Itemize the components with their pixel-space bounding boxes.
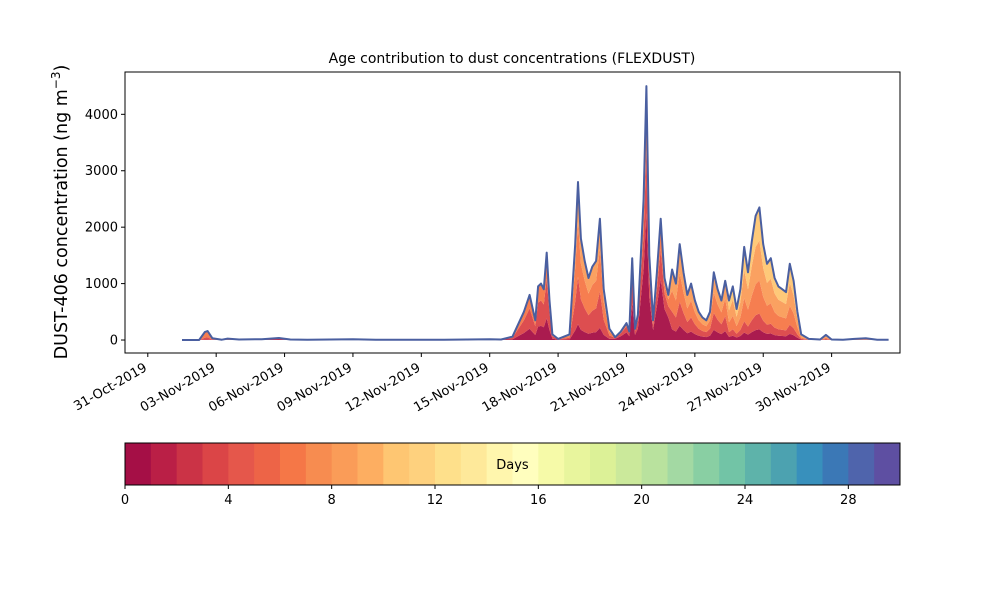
colorbar-segment-20 bbox=[641, 443, 668, 485]
colorbar-tick-label-0: 0 bbox=[121, 493, 129, 508]
y-axis-label: DUST-406 concentration (ng m−3) bbox=[49, 65, 72, 360]
colorbar-segment-19 bbox=[615, 443, 643, 485]
colorbar-tick-label-4: 4 bbox=[224, 493, 232, 508]
x-tick-label-5: 15-Nov-2019 bbox=[411, 360, 491, 415]
y-tick-label-1000: 1000 bbox=[85, 277, 118, 292]
plot-frame bbox=[124, 71, 901, 354]
colorbar-tick-label-8: 8 bbox=[328, 493, 336, 508]
y-tick-label-4000: 4000 bbox=[85, 108, 118, 123]
colorbar-segment-22 bbox=[693, 443, 720, 485]
colorbar-segment-25 bbox=[770, 443, 798, 485]
y-axis-label-superscript: −3 bbox=[49, 71, 63, 89]
colorbar-segment-26 bbox=[796, 443, 823, 485]
total-concentration-line bbox=[182, 85, 889, 341]
chart-title: Age contribution to dust concentrations … bbox=[329, 51, 696, 67]
colorbar-segment-0 bbox=[125, 443, 152, 485]
x-tick-label-0: 31-Oct-2019 bbox=[71, 360, 149, 414]
colorbar-segment-10 bbox=[383, 443, 410, 485]
x-tick-label-1: 03-Nov-2019 bbox=[138, 360, 218, 415]
total-line-layer bbox=[182, 85, 889, 341]
y-axis-label-main: DUST-406 concentration (ng m bbox=[52, 89, 72, 359]
colorbar-segment-24 bbox=[745, 443, 772, 485]
colorbar-segment-11 bbox=[409, 443, 436, 485]
colorbar: Days 0 4 8 12 16 20 24 28 bbox=[121, 442, 901, 508]
colorbar-segment-1 bbox=[150, 443, 178, 485]
x-tick-label-6: 18-Nov-2019 bbox=[480, 360, 560, 415]
x-tick-label-7: 21-Nov-2019 bbox=[548, 360, 628, 415]
colorbar-segment-5 bbox=[254, 443, 281, 485]
colorbar-frame bbox=[124, 442, 901, 486]
colorbar-label: Days bbox=[496, 458, 529, 473]
svg-text:DUST-406 concentration (ng m−3: DUST-406 concentration (ng m−3) bbox=[49, 65, 72, 360]
colorbar-segment-23 bbox=[719, 443, 746, 485]
stacked-age-areas bbox=[182, 86, 889, 340]
colorbar-segment-9 bbox=[357, 443, 384, 485]
colorbar-segment-4 bbox=[228, 443, 255, 485]
colorbar-segment-17 bbox=[564, 443, 591, 485]
y-axis-label-close: ) bbox=[52, 65, 72, 72]
x-tick-label-4: 12-Nov-2019 bbox=[343, 360, 423, 415]
x-tick-label-3: 09-Nov-2019 bbox=[275, 360, 355, 415]
colorbar-tick-label-28: 28 bbox=[840, 493, 857, 508]
colorbar-segment-12 bbox=[435, 443, 462, 485]
colorbar-tick-label-20: 20 bbox=[633, 493, 650, 508]
colorbar-segment-14 bbox=[486, 443, 513, 485]
colorbar-segment-16 bbox=[538, 443, 565, 485]
colorbar-segment-21 bbox=[667, 443, 694, 485]
age-layer-4 bbox=[182, 86, 889, 340]
colorbar-segment-29 bbox=[874, 443, 901, 485]
colorbar-segment-2 bbox=[176, 443, 203, 485]
x-tick-label-9: 27-Nov-2019 bbox=[685, 360, 765, 415]
colorbar-segment-8 bbox=[331, 443, 358, 485]
y-axis: 0 1000 2000 3000 4000 bbox=[85, 108, 125, 349]
x-tick-label-10: 30-Nov-2019 bbox=[753, 360, 833, 415]
x-tick-label-8: 24-Nov-2019 bbox=[617, 360, 697, 415]
colorbar-segment-27 bbox=[822, 443, 849, 485]
colorbar-segment-7 bbox=[305, 443, 333, 485]
colorbar-segment-28 bbox=[848, 443, 875, 485]
y-tick-label-3000: 3000 bbox=[85, 164, 118, 179]
colorbar-tick-label-24: 24 bbox=[737, 493, 754, 508]
y-tick-label-2000: 2000 bbox=[85, 221, 118, 236]
x-axis: 31-Oct-201903-Nov-201906-Nov-201909-Nov-… bbox=[71, 353, 834, 415]
colorbar-segment-18 bbox=[590, 443, 617, 485]
colorbar-segment-15 bbox=[512, 443, 539, 485]
colorbar-segment-13 bbox=[460, 443, 488, 485]
x-tick-label-2: 06-Nov-2019 bbox=[206, 360, 286, 415]
colorbar-segment-6 bbox=[280, 443, 307, 485]
colorbar-tick-label-12: 12 bbox=[427, 493, 444, 508]
colorbar-segment-3 bbox=[202, 443, 229, 485]
y-tick-label-0: 0 bbox=[110, 334, 118, 349]
colorbar-tick-label-16: 16 bbox=[530, 493, 547, 508]
